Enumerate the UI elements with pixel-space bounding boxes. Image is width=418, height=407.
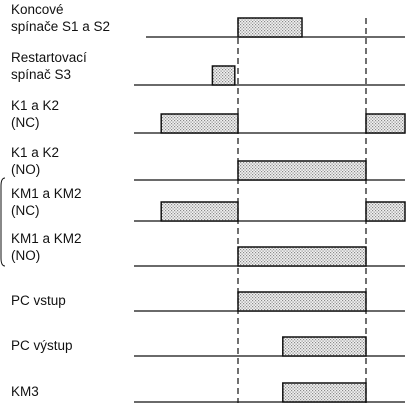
signal-km-nc: KM1 a KM2 (NC) (11, 186, 406, 222)
signal-pulse (237, 291, 367, 312)
signal-pc-in: PC vstup (11, 291, 405, 312)
signal-label-line: PC výstup (11, 338, 73, 353)
signal-pulse (365, 201, 406, 222)
signal-pulse (160, 113, 239, 134)
signal-label-line: Koncové (11, 2, 64, 17)
signal-label: Restartovací spínač S3 (11, 50, 87, 82)
signal-label-line: K1 a K2 (11, 98, 59, 113)
signal-pulse (237, 160, 367, 181)
signal-label: KM1 a KM2 (NC) (11, 186, 82, 218)
signal-pulse (282, 382, 367, 403)
signal-label-line: spínače S1 a S2 (11, 19, 110, 34)
signal-label: KM1 a KM2 (NO) (11, 231, 82, 263)
signal-label-line: PC vstup (11, 293, 66, 308)
signal-label-line: (NC) (11, 115, 40, 130)
signal-label: KM3 (11, 384, 39, 399)
grouping-bracket (0, 177, 6, 267)
signal-label-line: KM1 a KM2 (11, 186, 82, 201)
signal-s1s2: Koncové spínače S1 a S2 (11, 2, 405, 38)
signal-label: PC výstup (11, 338, 73, 353)
signal-label-line: (NC) (11, 203, 40, 218)
signal-label-line: K1 a K2 (11, 145, 59, 160)
signal-s3: Restartovací spínač S3 (11, 50, 405, 86)
signal-label: Koncové spínače S1 a S2 (11, 2, 110, 34)
signal-pulse (282, 336, 367, 357)
signal-pulse (237, 246, 367, 267)
signal-pulse (237, 17, 303, 38)
signal-label-line: Restartovací (11, 50, 87, 65)
signal-label: K1 a K2 (NC) (11, 98, 59, 130)
signal-label-line: (NO) (11, 248, 40, 263)
signal-pulse (211, 65, 236, 86)
signal-pulse (160, 201, 239, 222)
signal-k-no: K1 a K2 (NO) (11, 145, 405, 181)
signal-pc-out: PC výstup (11, 336, 405, 357)
signal-label-line: (NO) (11, 162, 40, 177)
signal-km-no: KM1 a KM2 (NO) (11, 231, 405, 267)
signal-pulse (365, 113, 406, 134)
signal-label-line: KM1 a KM2 (11, 231, 82, 246)
signal-label: K1 a K2 (NO) (11, 145, 59, 177)
signal-km3: KM3 (11, 382, 405, 403)
signal-label-line: KM3 (11, 384, 39, 399)
signal-k-nc: K1 a K2 (NC) (11, 98, 406, 134)
signal-label-line: spínač S3 (11, 67, 71, 82)
signal-label: PC vstup (11, 293, 66, 308)
